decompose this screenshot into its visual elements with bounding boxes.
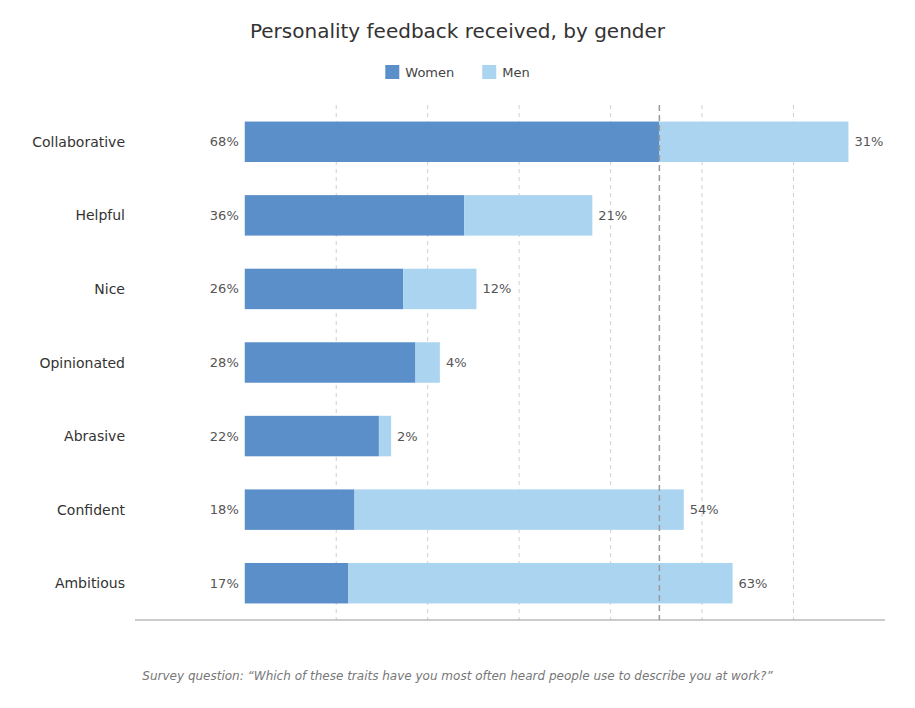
data-label: 17%: [210, 576, 239, 591]
data-label: 22%: [210, 429, 239, 444]
grid-line: [793, 105, 794, 620]
category-label: Helpful: [75, 207, 125, 223]
bar: [245, 489, 355, 529]
data-label: 68%: [210, 134, 239, 149]
title: Personality feedback received, by gender: [250, 19, 666, 43]
x-axis-line: [135, 620, 885, 621]
data-label: 2%: [397, 429, 418, 444]
data-label: 63%: [739, 576, 768, 591]
category-label: Ambitious: [55, 575, 125, 591]
bar: [245, 269, 404, 309]
chart-svg: Personality feedback received, by gender…: [0, 0, 915, 708]
legend-item: Men: [482, 65, 529, 80]
grid-line: [702, 105, 703, 620]
bar: [659, 122, 848, 162]
category-label: Abrasive: [64, 428, 125, 444]
grid-line: [610, 105, 611, 620]
category-label: Nice: [94, 281, 125, 297]
bar: [379, 416, 391, 456]
bar: [245, 342, 416, 382]
data-label: 36%: [210, 208, 239, 223]
data-labels: 68% 31% 36% 21% 26% 12% 28% 4% 22% 2% 18% 54% 17% 63%: [210, 134, 883, 590]
bar: [245, 563, 349, 603]
bar: [464, 195, 592, 235]
legend-item: Women: [385, 65, 454, 80]
page: {"chart_data": { "type": "bar", "orienta…: [0, 0, 915, 708]
bar: [245, 416, 379, 456]
data-label: 4%: [446, 355, 467, 370]
bars: [245, 122, 849, 604]
grid-line: [519, 105, 520, 620]
bar: [245, 122, 660, 162]
legend-label: Men: [502, 65, 529, 80]
data-label: 21%: [598, 208, 627, 223]
data-label: 28%: [210, 355, 239, 370]
chart-container: Personality feedback received, by gender…: [0, 0, 915, 708]
category-label: Opinionated: [39, 355, 125, 371]
category-label: Confident: [57, 502, 125, 518]
bar: [403, 269, 476, 309]
y-axis: Collaborative Helpful Nice Opinionated Abras…: [32, 134, 125, 591]
data-label: 26%: [210, 281, 239, 296]
data-label: 31%: [854, 134, 883, 149]
category-label: Collaborative: [32, 134, 125, 150]
data-label: 12%: [482, 281, 511, 296]
reference-line: [659, 105, 661, 620]
subtitle: Survey question: “Which of these traits …: [142, 669, 773, 683]
bar: [348, 563, 732, 603]
legend-swatch: [482, 65, 496, 79]
legend-label: Women: [405, 65, 454, 80]
bar: [245, 195, 465, 235]
bar: [415, 342, 439, 382]
bar: [355, 489, 684, 529]
data-label: 54%: [690, 502, 719, 517]
legend: Women Men: [385, 65, 529, 80]
data-label: 18%: [210, 502, 239, 517]
legend-swatch: [385, 65, 399, 79]
